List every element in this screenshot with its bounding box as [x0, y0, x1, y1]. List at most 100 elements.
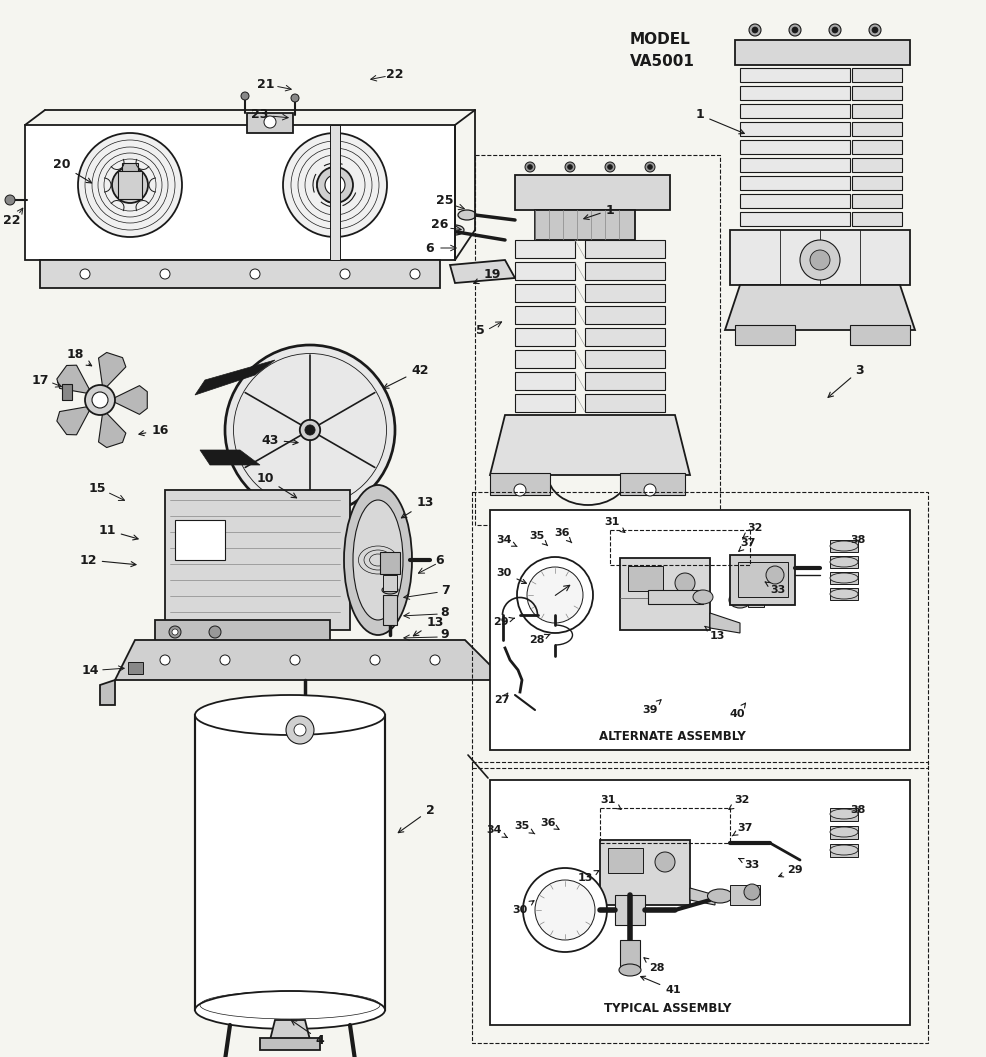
Bar — [747, 593, 763, 607]
Circle shape — [85, 385, 115, 415]
Ellipse shape — [829, 845, 857, 855]
Bar — [730, 885, 759, 905]
Circle shape — [828, 24, 840, 36]
Ellipse shape — [384, 565, 395, 571]
Circle shape — [871, 27, 878, 33]
Text: 22: 22 — [3, 214, 21, 226]
Circle shape — [517, 557, 593, 633]
Text: 39: 39 — [642, 700, 661, 715]
Bar — [829, 843, 857, 857]
Circle shape — [534, 880, 595, 940]
Circle shape — [514, 484, 526, 496]
Circle shape — [674, 573, 694, 593]
Circle shape — [370, 655, 380, 665]
Text: 32: 32 — [728, 795, 749, 810]
Text: 17: 17 — [32, 373, 48, 387]
Bar — [515, 305, 575, 324]
Bar — [380, 552, 399, 574]
Polygon shape — [100, 680, 115, 705]
Circle shape — [286, 716, 314, 744]
Text: 29: 29 — [778, 865, 802, 877]
Circle shape — [290, 655, 300, 665]
Text: 27: 27 — [494, 696, 509, 705]
Text: 29: 29 — [493, 617, 514, 627]
Text: 13: 13 — [704, 627, 724, 641]
Circle shape — [527, 567, 583, 623]
Text: 35: 35 — [514, 821, 534, 834]
Polygon shape — [115, 639, 505, 680]
Bar — [619, 472, 684, 495]
Bar — [738, 562, 787, 597]
Bar — [740, 194, 849, 208]
Polygon shape — [725, 285, 914, 330]
Text: 25: 25 — [436, 193, 454, 206]
Polygon shape — [99, 409, 126, 447]
Text: 15: 15 — [88, 482, 106, 495]
Circle shape — [788, 24, 801, 36]
Text: 34: 34 — [486, 826, 507, 837]
Bar — [515, 284, 575, 302]
Bar — [175, 520, 225, 560]
Circle shape — [293, 708, 317, 733]
Bar — [740, 122, 849, 136]
Ellipse shape — [618, 964, 640, 976]
Bar — [829, 572, 857, 585]
Ellipse shape — [446, 225, 463, 235]
Ellipse shape — [458, 210, 475, 220]
Circle shape — [80, 268, 90, 279]
Bar — [585, 394, 665, 412]
Bar — [829, 540, 857, 552]
Text: 10: 10 — [256, 471, 297, 498]
Bar — [851, 140, 901, 154]
Bar — [585, 240, 665, 258]
Text: 28: 28 — [528, 634, 549, 645]
Text: 38: 38 — [850, 535, 865, 545]
Circle shape — [305, 425, 315, 435]
Circle shape — [430, 655, 440, 665]
Bar — [849, 324, 909, 345]
Bar — [851, 212, 901, 226]
Bar — [585, 372, 665, 390]
Text: 14: 14 — [81, 664, 99, 676]
Bar — [740, 68, 849, 82]
Circle shape — [751, 27, 757, 33]
Bar — [829, 556, 857, 568]
Bar — [730, 230, 909, 285]
Bar — [648, 590, 702, 604]
Text: 2: 2 — [398, 803, 434, 833]
Polygon shape — [270, 1020, 310, 1040]
Circle shape — [743, 884, 759, 900]
Text: 16: 16 — [139, 424, 169, 437]
Text: 30: 30 — [496, 568, 526, 583]
Bar — [851, 68, 901, 82]
Bar — [735, 324, 794, 345]
Bar — [829, 588, 857, 600]
Text: 7: 7 — [440, 583, 449, 596]
Circle shape — [409, 268, 420, 279]
Text: 38: 38 — [850, 805, 865, 815]
Bar — [735, 40, 909, 64]
Circle shape — [748, 24, 760, 36]
Bar — [489, 472, 549, 495]
Circle shape — [5, 194, 15, 205]
Text: 36: 36 — [539, 818, 558, 830]
Circle shape — [111, 167, 148, 203]
Bar — [150, 639, 170, 675]
Bar — [25, 125, 455, 260]
Circle shape — [647, 165, 652, 169]
Bar — [740, 104, 849, 118]
Text: 3: 3 — [827, 364, 864, 397]
Text: 6: 6 — [425, 241, 434, 255]
Circle shape — [209, 626, 221, 638]
Bar — [614, 895, 644, 925]
Circle shape — [120, 175, 140, 194]
Circle shape — [527, 165, 532, 169]
Bar — [851, 177, 901, 190]
Circle shape — [324, 175, 345, 194]
Circle shape — [287, 702, 322, 738]
Bar — [515, 394, 575, 412]
Polygon shape — [709, 613, 740, 633]
Bar — [740, 157, 849, 172]
Bar — [851, 50, 901, 64]
Ellipse shape — [353, 500, 402, 620]
